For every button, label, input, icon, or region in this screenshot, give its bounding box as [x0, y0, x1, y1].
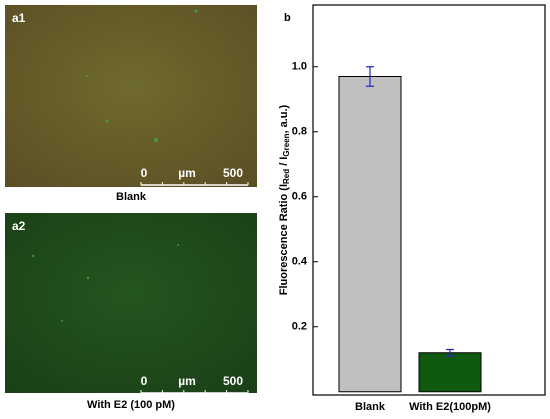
y-tick-label: 0.2	[292, 321, 307, 333]
bar	[418, 352, 482, 393]
x-tick-label: With E2(100pM)	[409, 401, 491, 413]
panel-label: b	[284, 12, 291, 24]
error-bar	[446, 348, 454, 357]
caption: With E2 (100 pM)	[87, 399, 175, 411]
y-axis-label-part: Green	[282, 133, 291, 156]
plot-frame	[312, 4, 546, 396]
y-axis-label-part: Fluorescence Ratio (I	[278, 184, 290, 295]
scale-label: 500	[223, 166, 243, 180]
scale-label: µm	[178, 166, 196, 180]
speckles	[31, 9, 198, 322]
scale-label: µm	[178, 374, 196, 388]
y-tick-label: 0.8	[292, 126, 307, 138]
y-axis-label-part: Red	[282, 169, 291, 184]
scale-label: 500	[223, 374, 243, 388]
y-tick-label: 1.0	[292, 61, 307, 73]
y-axis-label-part: / I	[278, 157, 290, 169]
panel-label: a1	[12, 11, 26, 25]
y-tick-label: 0.6	[292, 191, 307, 203]
y-axis-label-part: , a.u.)	[278, 104, 290, 133]
caption: Blank	[116, 191, 147, 203]
scale-label: 0	[141, 374, 148, 388]
scale-label: 0	[141, 166, 148, 180]
micrograph	[5, 5, 257, 187]
error-bar	[366, 66, 374, 87]
panel-label: a2	[12, 219, 26, 233]
y-axis-label: Fluorescence Ratio (IRed / IGreen, a.u.)	[278, 104, 291, 295]
x-tick-label: Blank	[355, 401, 386, 413]
micrograph	[5, 213, 257, 393]
y-tick-label: 0.4	[292, 256, 308, 268]
bar	[338, 76, 402, 393]
